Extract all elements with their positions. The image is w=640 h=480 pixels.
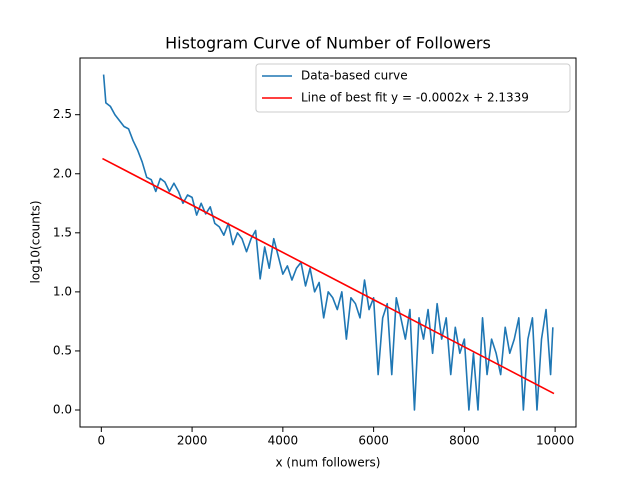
y-tick-label: 2.5 [53,107,72,121]
x-tick-label: 6000 [358,434,389,448]
legend-label: Line of best fit y = -0.0002x + 2.1339 [301,91,529,105]
axes-frame [79,57,577,428]
legend-box [255,63,571,113]
x-tick-label: 10000 [536,434,574,448]
y-tick-label: 1.5 [53,225,72,239]
x-tick-label: 4000 [268,434,299,448]
chart-title: Histogram Curve of Number of Followers [165,34,491,53]
x-tick-label: 8000 [449,434,480,448]
y-tick-label: 2.0 [53,166,72,180]
data-line [102,74,554,411]
x-tick-label: 2000 [177,434,208,448]
y-axis-label: log10(counts) [29,200,43,283]
y-tick-label: 0.0 [53,402,72,416]
data-line [102,157,555,395]
x-tick-label: 0 [98,434,106,448]
x-axis-label: x (num followers) [276,456,381,470]
y-tick-label: 0.5 [53,343,72,357]
y-tick-label: 1.0 [53,284,72,298]
legend-label: Data-based curve [301,69,408,83]
